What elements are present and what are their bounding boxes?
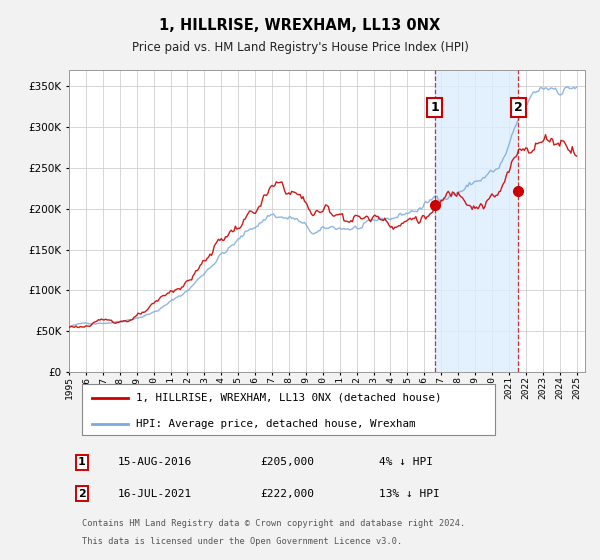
- Text: 15-AUG-2016: 15-AUG-2016: [118, 457, 192, 467]
- Text: Contains HM Land Registry data © Crown copyright and database right 2024.: Contains HM Land Registry data © Crown c…: [82, 519, 465, 528]
- Bar: [435, 70, 518, 372]
- Text: 13% ↓ HPI: 13% ↓ HPI: [379, 489, 439, 499]
- Text: 2: 2: [514, 101, 523, 114]
- Text: £222,000: £222,000: [260, 489, 314, 499]
- Text: 2: 2: [78, 489, 86, 499]
- Text: 1, HILLRISE, WREXHAM, LL13 0NX (detached house): 1, HILLRISE, WREXHAM, LL13 0NX (detached…: [136, 393, 442, 403]
- Text: 1: 1: [78, 457, 86, 467]
- Text: 1: 1: [430, 101, 439, 114]
- Text: Price paid vs. HM Land Registry's House Price Index (HPI): Price paid vs. HM Land Registry's House …: [131, 41, 469, 54]
- Text: This data is licensed under the Open Government Licence v3.0.: This data is licensed under the Open Gov…: [82, 537, 402, 546]
- FancyBboxPatch shape: [82, 384, 495, 435]
- Text: HPI: Average price, detached house, Wrexham: HPI: Average price, detached house, Wrex…: [136, 419, 416, 429]
- Text: 16-JUL-2021: 16-JUL-2021: [118, 489, 192, 499]
- Text: 4% ↓ HPI: 4% ↓ HPI: [379, 457, 433, 467]
- Text: £205,000: £205,000: [260, 457, 314, 467]
- Text: 1, HILLRISE, WREXHAM, LL13 0NX: 1, HILLRISE, WREXHAM, LL13 0NX: [160, 18, 440, 32]
